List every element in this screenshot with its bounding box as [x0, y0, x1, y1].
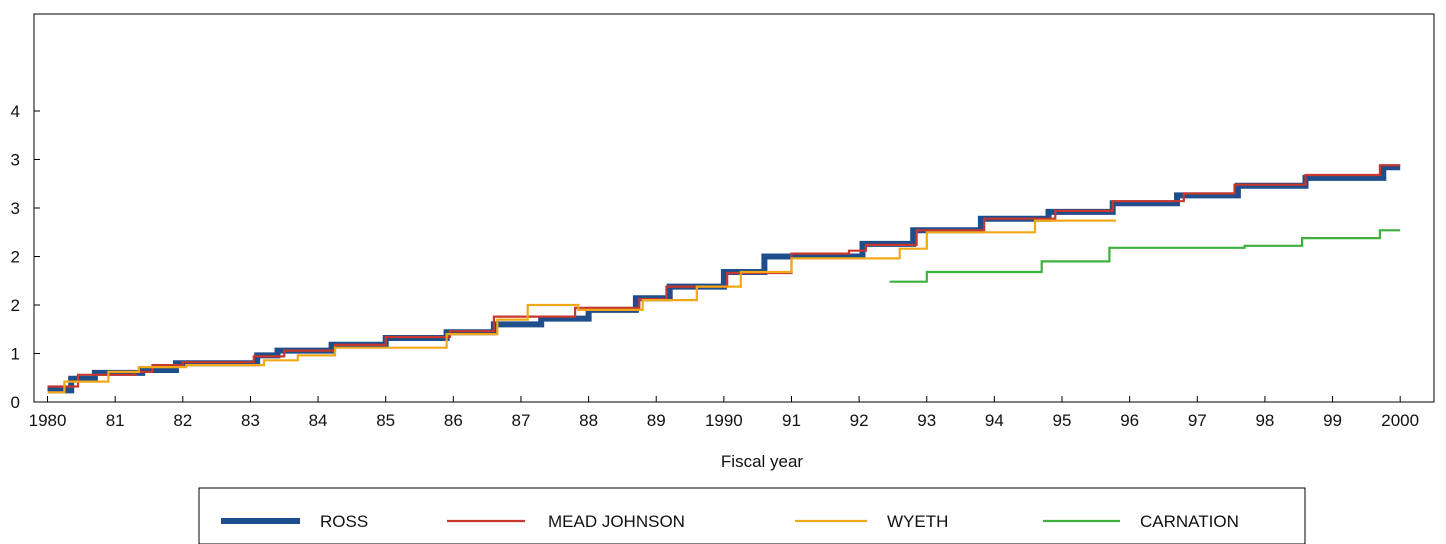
y-tick-label: 0 — [11, 393, 20, 412]
legend-label-wyeth: WYETH — [887, 512, 948, 531]
x-tick-label: 89 — [647, 411, 666, 430]
series-line-ross — [47, 164, 1401, 394]
plot-frame — [33, 13, 1435, 403]
x-tick-label: 83 — [241, 411, 260, 430]
legend-label-mead-johnson: MEAD JOHNSON — [548, 512, 685, 531]
x-tick-label: 86 — [444, 411, 463, 430]
x-axis: 1980 81 82 83 84 85 86 87 88 89 1990 91 92 93 94 95 96 97… — [29, 396, 1419, 430]
x-tick-label: 96 — [1120, 411, 1139, 430]
y-tick-label: 4 — [11, 102, 20, 121]
x-tick-label: 91 — [782, 411, 801, 430]
y-tick-label: 3 — [11, 151, 20, 170]
x-tick-label: 97 — [1188, 411, 1207, 430]
x-tick-label: 1990 — [705, 411, 743, 430]
legend-label-carnation: CARNATION — [1140, 512, 1239, 531]
x-tick-label: 2000 — [1381, 411, 1419, 430]
x-tick-label: 85 — [376, 411, 395, 430]
y-tick-label: 2 — [11, 248, 20, 267]
x-tick-label: 87 — [511, 411, 530, 430]
y-tick-label: 3 — [11, 199, 20, 218]
x-axis-title: Fiscal year — [721, 452, 804, 471]
y-tick-label: 1 — [11, 345, 20, 364]
x-tick-label: 92 — [850, 411, 869, 430]
x-tick-label: 81 — [106, 411, 125, 430]
x-tick-label: 95 — [1053, 411, 1072, 430]
x-tick-label: 1980 — [29, 411, 67, 430]
x-tick-label: 82 — [173, 411, 192, 430]
x-tick-label: 88 — [579, 411, 598, 430]
legend-label-ross: ROSS — [320, 512, 368, 531]
series-line-mead-johnson — [47, 164, 1401, 388]
x-tick-label: 84 — [309, 411, 328, 430]
x-tick-label: 93 — [917, 411, 936, 430]
legend-box — [198, 487, 1306, 544]
x-tick-label: 99 — [1323, 411, 1342, 430]
series-line-carnation — [889, 229, 1401, 283]
y-tick-label: 2 — [11, 296, 20, 315]
y-axis: 0 1 2 2 3 3 4 — [11, 102, 40, 412]
series-line-wyeth — [47, 219, 1117, 394]
x-tick-label: 98 — [1255, 411, 1274, 430]
legend: ROSS MEAD JOHNSON WYETH CARNATION — [198, 487, 1306, 544]
x-tick-label: 94 — [985, 411, 1004, 430]
series-group — [47, 164, 1401, 394]
